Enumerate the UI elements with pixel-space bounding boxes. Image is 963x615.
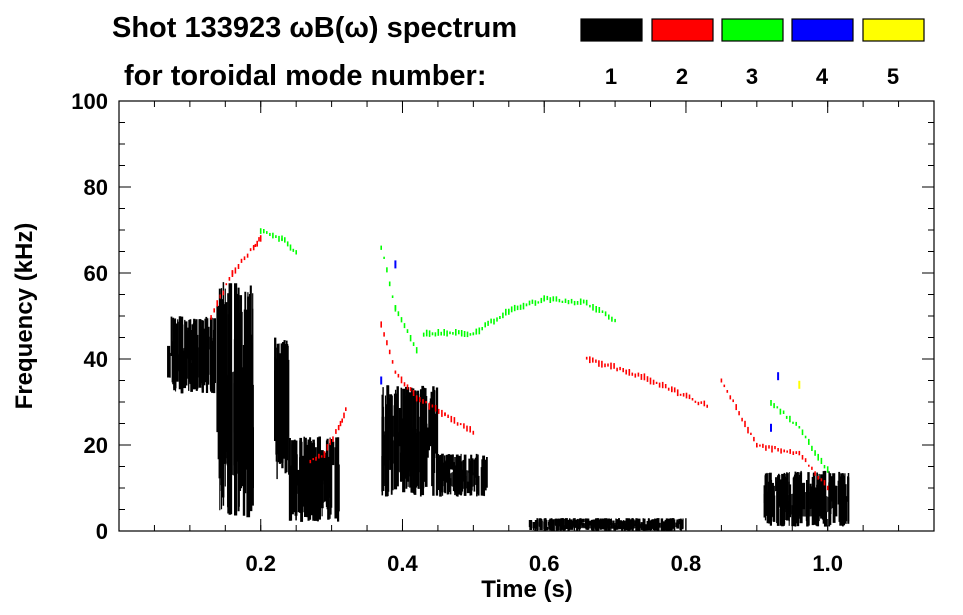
mode-1-region-3 — [288, 436, 340, 522]
legend-label-2: 2 — [676, 64, 688, 89]
mode-1-region-4 — [381, 385, 439, 497]
mode-2-track-0 — [210, 235, 262, 320]
legend-label-4: 4 — [816, 64, 829, 89]
mode-2-track-3 — [585, 356, 709, 408]
mode-2-series — [210, 235, 829, 491]
y-tick-label: 0 — [96, 519, 108, 544]
mode-3-track-2 — [259, 228, 298, 255]
legend-swatch-2 — [651, 18, 714, 42]
title-line-2: for toroidal mode number: — [124, 60, 487, 92]
legend-label-5: 5 — [887, 64, 899, 89]
x-tick-label: 0.8 — [671, 551, 702, 576]
mode-1-core — [391, 427, 428, 477]
mode-1-core — [221, 371, 247, 476]
y-tick-label: 20 — [84, 433, 108, 458]
mode-1-core — [277, 391, 287, 454]
legend-swatch-4 — [791, 18, 854, 42]
mode-1-core — [446, 469, 479, 489]
mode-legend: 1 2 3 4 5 — [580, 18, 925, 89]
mode-1-core — [558, 523, 658, 529]
mode-3-track-0 — [380, 245, 418, 354]
y-tick-label: 100 — [71, 89, 108, 114]
mode-1-region-1 — [216, 282, 254, 518]
legend-swatch-1 — [580, 18, 643, 42]
y-tick-label: 60 — [84, 261, 108, 286]
mode-1-core — [298, 469, 330, 507]
mode-3-track-3 — [770, 400, 829, 473]
mode-1-region-0 — [167, 316, 217, 394]
mode-4-series — [380, 260, 780, 432]
spectrum-marks — [167, 228, 850, 531]
chart-title: Shot 133923 ωB(ω) spectrum for toroidal … — [112, 12, 517, 92]
x-tick-label: 0.4 — [387, 551, 418, 576]
mode-2-track-2 — [380, 321, 475, 435]
mode-1-series — [167, 282, 850, 531]
mode-3-track-1 — [422, 295, 616, 338]
axes: 0.2 0.4 0.6 0.8 1.0 0 20 40 60 80 100 — [71, 89, 934, 576]
mode-1-region-6 — [763, 470, 850, 527]
mode-3-series — [259, 228, 829, 473]
mode-1-region-7 — [528, 518, 687, 531]
mode-2-track-4 — [720, 378, 829, 491]
mode-2-track-1 — [309, 407, 347, 464]
x-tick-label: 0.6 — [529, 551, 560, 576]
y-tick-label: 40 — [84, 347, 108, 372]
x-tick-label: 1.0 — [812, 551, 843, 576]
legend-swatch-5 — [862, 18, 925, 42]
title-line-1: Shot 133923 ωB(ω) spectrum — [112, 12, 517, 44]
mode-1-core — [779, 492, 834, 517]
legend-label-1: 1 — [605, 64, 617, 89]
legend-label-3: 3 — [746, 64, 758, 89]
mode-1-region-5 — [437, 453, 488, 497]
x-axis-label: Time (s) — [481, 576, 573, 603]
mode-1-region-2 — [274, 337, 290, 480]
x-tick-label: 0.2 — [245, 551, 276, 576]
mode-1-core — [176, 345, 207, 380]
legend-swatch-3 — [721, 18, 784, 42]
y-tick-label: 80 — [84, 175, 108, 200]
y-axis-label: Frequency (kHz) — [11, 223, 38, 410]
